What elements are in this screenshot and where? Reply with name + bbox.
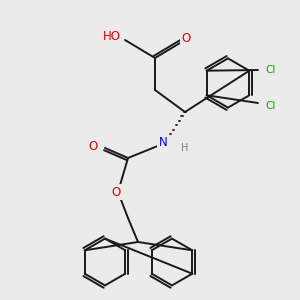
Text: Cl: Cl bbox=[266, 65, 276, 75]
Text: Cl: Cl bbox=[266, 101, 276, 111]
Text: HO: HO bbox=[103, 31, 121, 44]
Text: O: O bbox=[112, 185, 121, 199]
Text: H: H bbox=[181, 143, 189, 153]
Text: O: O bbox=[182, 32, 191, 45]
Text: O: O bbox=[88, 140, 98, 153]
Text: N: N bbox=[159, 136, 168, 149]
